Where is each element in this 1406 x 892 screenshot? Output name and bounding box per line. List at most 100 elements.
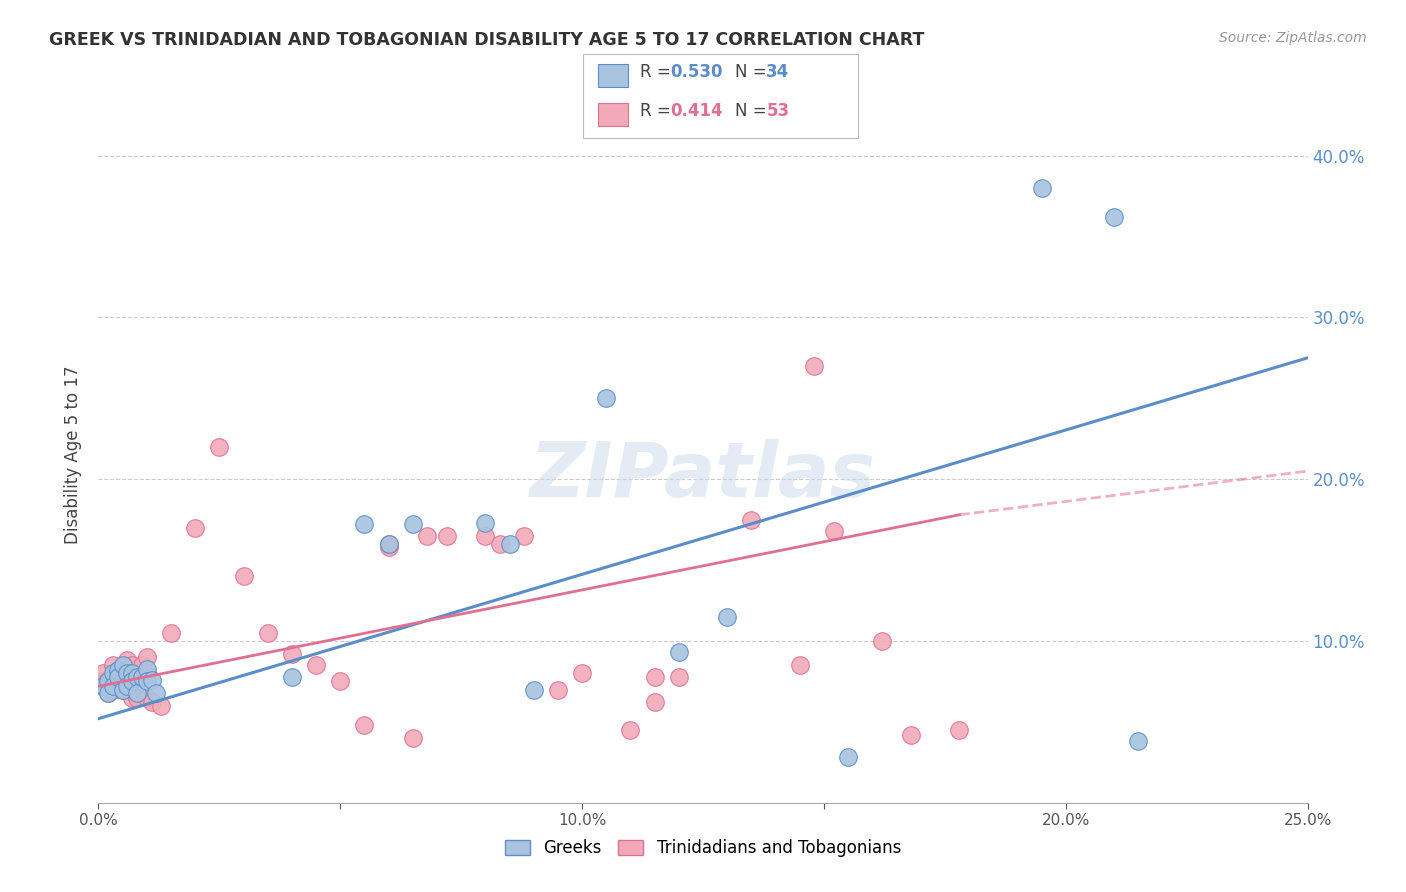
Point xyxy=(377,540,399,554)
Point xyxy=(91,674,114,689)
Point xyxy=(644,670,666,684)
Y-axis label: Disability Age 5 to 17: Disability Age 5 to 17 xyxy=(65,366,83,544)
Point xyxy=(101,682,124,697)
Point xyxy=(117,653,139,667)
Point xyxy=(107,670,129,684)
Point xyxy=(150,698,173,713)
Text: 53: 53 xyxy=(766,103,789,120)
Text: R =: R = xyxy=(640,63,676,81)
Point xyxy=(91,666,114,681)
Point xyxy=(107,679,129,693)
Point xyxy=(900,728,922,742)
Point xyxy=(101,666,124,681)
Point xyxy=(823,524,845,538)
Text: 0.530: 0.530 xyxy=(671,63,723,81)
Point xyxy=(377,537,399,551)
Point xyxy=(111,658,134,673)
Point xyxy=(141,673,163,687)
Point xyxy=(91,679,114,693)
Point xyxy=(377,537,399,551)
Point xyxy=(121,666,143,681)
Point xyxy=(416,529,439,543)
Point xyxy=(184,521,207,535)
Point xyxy=(135,674,157,689)
Point xyxy=(141,696,163,710)
Point xyxy=(97,674,120,689)
Point xyxy=(474,529,496,543)
Point xyxy=(127,686,149,700)
Point xyxy=(127,666,149,681)
Point xyxy=(117,679,139,693)
Point xyxy=(121,658,143,673)
Point xyxy=(131,658,153,673)
Point xyxy=(97,686,120,700)
Point xyxy=(716,609,738,624)
Point xyxy=(1128,734,1150,748)
Point xyxy=(523,682,546,697)
Point xyxy=(107,663,129,677)
Point xyxy=(837,750,859,764)
Point xyxy=(208,440,231,454)
Point xyxy=(97,674,120,689)
Point xyxy=(489,537,512,551)
Point xyxy=(135,690,157,705)
Point xyxy=(101,658,124,673)
Legend: Greeks, Trinidadians and Tobagonians: Greeks, Trinidadians and Tobagonians xyxy=(498,833,908,864)
Point xyxy=(127,690,149,705)
Text: R =: R = xyxy=(640,103,676,120)
Text: ZIPatlas: ZIPatlas xyxy=(530,439,876,513)
Point xyxy=(160,626,183,640)
Point xyxy=(232,569,254,583)
Point xyxy=(668,670,690,684)
Point xyxy=(256,626,278,640)
Point xyxy=(644,696,666,710)
Point xyxy=(305,658,328,673)
Point xyxy=(329,674,352,689)
Text: Source: ZipAtlas.com: Source: ZipAtlas.com xyxy=(1219,31,1367,45)
Point xyxy=(101,679,124,693)
Point xyxy=(1031,181,1053,195)
Point xyxy=(131,670,153,684)
Text: N =: N = xyxy=(735,63,772,81)
Point xyxy=(595,392,617,406)
Point xyxy=(619,723,641,737)
Point xyxy=(121,690,143,705)
Text: 0.414: 0.414 xyxy=(671,103,723,120)
Point xyxy=(789,658,811,673)
Point xyxy=(513,529,536,543)
Point xyxy=(97,686,120,700)
Point xyxy=(571,666,593,681)
Point xyxy=(436,529,458,543)
Point xyxy=(121,674,143,689)
Text: GREEK VS TRINIDADIAN AND TOBAGONIAN DISABILITY AGE 5 TO 17 CORRELATION CHART: GREEK VS TRINIDADIAN AND TOBAGONIAN DISA… xyxy=(49,31,925,49)
Point xyxy=(111,663,134,677)
Point xyxy=(117,666,139,681)
Point xyxy=(107,666,129,681)
Point xyxy=(870,634,893,648)
Point xyxy=(740,513,762,527)
Point xyxy=(353,718,375,732)
Point xyxy=(131,670,153,684)
Point xyxy=(117,674,139,689)
Point xyxy=(135,650,157,665)
Point xyxy=(803,359,825,373)
Point xyxy=(547,682,569,697)
Point xyxy=(145,686,167,700)
Point xyxy=(402,731,425,745)
Point xyxy=(111,682,134,697)
Point xyxy=(353,517,375,532)
Point xyxy=(281,647,304,661)
Point xyxy=(281,670,304,684)
Point xyxy=(948,723,970,737)
Point xyxy=(668,645,690,659)
Point xyxy=(498,537,520,551)
Point xyxy=(1102,210,1125,224)
Point xyxy=(127,670,149,684)
Text: N =: N = xyxy=(735,103,772,120)
Point xyxy=(474,516,496,530)
Point xyxy=(135,661,157,675)
Point xyxy=(111,682,134,697)
Point xyxy=(135,666,157,681)
Point xyxy=(402,517,425,532)
Text: 34: 34 xyxy=(766,63,790,81)
